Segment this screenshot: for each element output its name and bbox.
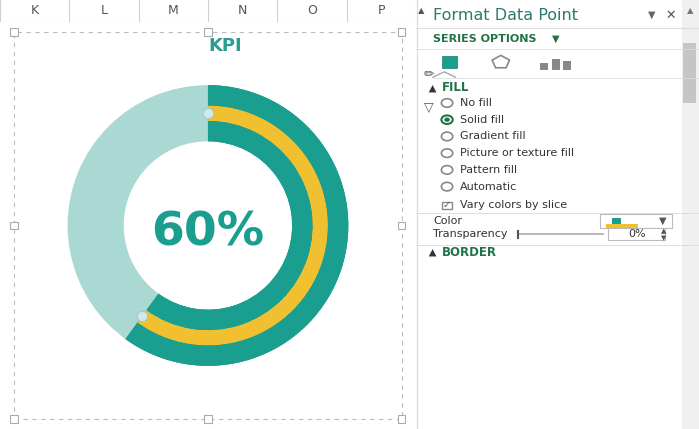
Text: Format Data Point: Format Data Point <box>433 8 578 22</box>
Bar <box>442 202 452 209</box>
Text: Transparency: Transparency <box>433 230 507 239</box>
Text: K: K <box>31 4 38 18</box>
Text: BORDER: BORDER <box>441 245 496 259</box>
Text: ▽: ▽ <box>424 101 433 114</box>
Text: ▲: ▲ <box>661 228 666 234</box>
Text: ✏: ✏ <box>424 68 434 81</box>
Wedge shape <box>125 85 348 366</box>
Point <box>136 313 147 320</box>
Text: N: N <box>238 4 247 18</box>
Text: M: M <box>168 4 179 18</box>
Text: P: P <box>377 4 385 18</box>
Bar <box>10 222 18 230</box>
Text: Automatic: Automatic <box>460 181 517 192</box>
Text: ▼: ▼ <box>661 235 666 241</box>
Bar <box>605 224 638 228</box>
Text: ◀: ◀ <box>427 84 438 92</box>
Bar <box>204 415 212 423</box>
Text: ▲: ▲ <box>687 6 693 15</box>
Wedge shape <box>147 121 312 330</box>
Text: ◀: ◀ <box>427 248 438 256</box>
Text: Vary colors by slice: Vary colors by slice <box>460 200 567 211</box>
Point <box>203 110 214 117</box>
Bar <box>10 28 18 36</box>
Circle shape <box>445 118 450 122</box>
Text: Picture or texture fill: Picture or texture fill <box>460 148 574 158</box>
Text: KPI: KPI <box>208 37 242 55</box>
Wedge shape <box>68 85 348 366</box>
Text: +: + <box>422 33 435 48</box>
Text: Pattern fill: Pattern fill <box>460 165 517 175</box>
Text: Gradient fill: Gradient fill <box>460 131 526 142</box>
Bar <box>600 214 672 228</box>
Text: Solid fill: Solid fill <box>460 115 504 125</box>
Bar <box>398 222 405 230</box>
Bar <box>563 61 571 69</box>
Bar <box>608 228 665 240</box>
Bar <box>398 28 405 36</box>
Text: ▲: ▲ <box>418 6 424 15</box>
Text: Color: Color <box>433 216 462 226</box>
Text: ▼: ▼ <box>552 33 559 44</box>
Bar <box>552 59 560 69</box>
Wedge shape <box>138 106 328 345</box>
Bar <box>683 43 696 103</box>
Text: ▼: ▼ <box>659 216 667 226</box>
Text: L: L <box>101 4 108 18</box>
Text: ✕: ✕ <box>665 9 675 21</box>
Text: No fill: No fill <box>460 98 492 108</box>
Bar <box>204 28 212 36</box>
Bar <box>10 415 18 423</box>
Text: O: O <box>307 4 317 18</box>
Wedge shape <box>125 85 348 366</box>
Text: 60%: 60% <box>152 210 264 255</box>
Bar <box>540 63 549 69</box>
Text: ▼: ▼ <box>648 10 656 20</box>
Bar <box>682 0 699 429</box>
Text: 0%: 0% <box>628 230 646 239</box>
Text: FILL: FILL <box>441 82 469 94</box>
Text: SERIES OPTIONS: SERIES OPTIONS <box>433 33 536 44</box>
Bar <box>398 415 405 423</box>
Text: ✓: ✓ <box>442 200 451 211</box>
